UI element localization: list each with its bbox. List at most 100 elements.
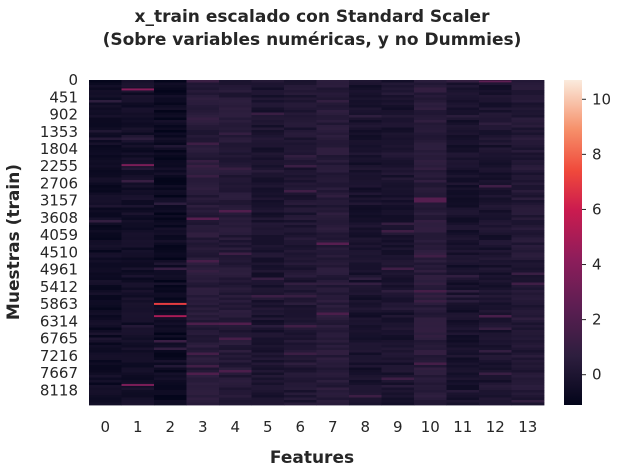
heatmap-cell [479,305,512,308]
heatmap-cell [511,177,545,181]
heatmap-cell [479,337,512,341]
heatmap-cell [316,255,350,258]
heatmap-cell [349,310,382,313]
heatmap-cell [316,190,350,193]
heatmap-cell [381,392,415,396]
heatmap-cell [381,400,415,403]
heatmap-cell [349,110,382,113]
heatmap-cell [381,377,415,381]
heatmap-cell [381,180,415,183]
heatmap-cell [284,125,317,128]
heatmap-cell [316,347,350,351]
heatmap-cell [446,145,480,148]
heatmap-cell [251,172,285,176]
heatmap-cell [219,105,252,108]
heatmap-cell [121,387,155,391]
heatmap-cell [219,145,252,148]
heatmap-cell [316,395,350,398]
heatmap-cell [154,265,187,268]
heatmap-cell [414,205,447,208]
heatmap-cell [446,267,480,271]
heatmap-cell [186,112,220,116]
heatmap-cell [511,147,545,151]
heatmap-cell [121,272,155,276]
heatmap-cell [284,345,317,348]
heatmap-cell [511,290,545,293]
heatmap-cell [154,377,187,381]
heatmap-cell [381,255,415,258]
heatmap-cell [414,307,447,311]
heatmap-cell [121,127,155,131]
heatmap-cell [349,277,382,281]
heatmap-cell [251,167,285,171]
heatmap-cell [284,142,317,146]
heatmap-cell [121,250,155,253]
heatmap-cell [121,225,155,228]
heatmap-cell [479,102,512,106]
heatmap-cell [349,195,382,198]
heatmap-cell [446,120,480,123]
heatmap-cell [89,222,122,226]
heatmap-cell [89,147,122,151]
heatmap-cell [349,90,382,93]
heatmap-cell [446,377,480,381]
heatmap-cell [219,357,252,361]
heatmap-cell [316,217,350,221]
heatmap-cell [511,277,545,281]
heatmap-cell [154,397,187,401]
heatmap-cell [121,155,155,158]
heatmap-cell [414,97,447,101]
heatmap-cell [381,282,415,286]
heatmap-cell [414,290,447,293]
heatmap-cell [381,177,415,181]
heatmap-cell [381,107,415,111]
heatmap-cell [349,215,382,218]
heatmap-cell [251,120,285,123]
heatmap-cell [446,310,480,313]
heatmap-cell [479,222,512,226]
heatmap-cell [251,400,285,403]
heatmap-cell [479,87,512,91]
heatmap-cell [89,100,122,103]
heatmap-cell [446,132,480,136]
heatmap-cell [349,325,382,328]
heatmap-cell [316,277,350,281]
heatmap-cell [316,195,350,198]
heatmap-cell [284,200,317,203]
heatmap-cell [316,192,350,196]
heatmap-cell [251,312,285,316]
heatmap-cell [446,290,480,293]
heatmap-cell [251,332,285,336]
heatmap-cell [479,165,512,168]
heatmap-cell [284,322,317,326]
heatmap-cell [186,400,220,403]
heatmap-cell [186,197,220,201]
heatmap-cell [251,292,285,296]
heatmap-cell [446,277,480,281]
heatmap-cell [251,305,285,308]
heatmap-cell [511,197,545,201]
heatmap-cell [349,227,382,231]
heatmap-cell [219,172,252,176]
heatmap-cell [89,227,122,231]
heatmap-highlight-cell [121,164,154,167]
heatmap-cell [381,335,415,338]
heatmap-cell [479,130,512,133]
heatmap-cell [381,257,415,261]
heatmap-cell [511,217,545,221]
heatmap-cell [89,230,122,233]
heatmap-cell [511,165,545,168]
heatmap-cell [219,355,252,358]
heatmap-cell [381,152,415,156]
heatmap-cell [284,122,317,126]
heatmap-cell [316,345,350,348]
heatmap-cell [89,287,122,291]
heatmap-cell [154,257,187,261]
heatmap-cell [446,205,480,208]
heatmap-cell [349,167,382,171]
heatmap-cell [479,205,512,208]
heatmap-cell [186,295,220,298]
heatmap-cell [414,362,447,366]
heatmap-cell [316,327,350,331]
heatmap-cell [479,135,512,138]
